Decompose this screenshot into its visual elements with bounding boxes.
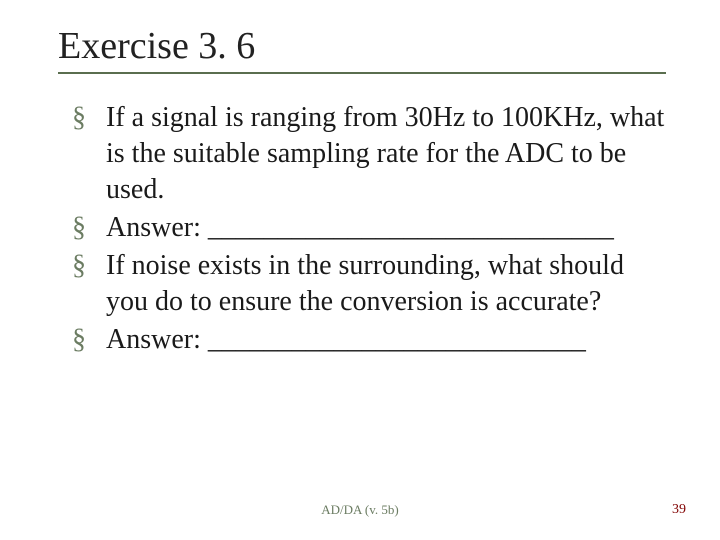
section-bullet-icon: § [72,322,106,358]
list-item-text: If noise exists in the surrounding, what… [106,248,672,320]
list-item: § If noise exists in the surrounding, wh… [72,248,672,320]
list-item: § If a signal is ranging from 30Hz to 10… [72,100,672,208]
slide-number: 39 [672,502,686,518]
list-item: § Answer: ___________________________ [72,322,672,358]
list-item-text: Answer: _____________________________ [106,210,672,246]
list-item: § Answer: _____________________________ [72,210,672,246]
section-bullet-icon: § [72,210,106,246]
slide-body: § If a signal is ranging from 30Hz to 10… [72,100,672,360]
list-item-text: If a signal is ranging from 30Hz to 100K… [106,100,672,208]
title-underline [58,72,666,74]
slide-title: Exercise 3. 6 [58,24,255,68]
section-bullet-icon: § [72,100,106,136]
list-item-text: Answer: ___________________________ [106,322,672,358]
footer-center-text: AD/DA (v. 5b) [0,502,720,518]
slide: Exercise 3. 6 § If a signal is ranging f… [0,0,720,540]
section-bullet-icon: § [72,248,106,284]
